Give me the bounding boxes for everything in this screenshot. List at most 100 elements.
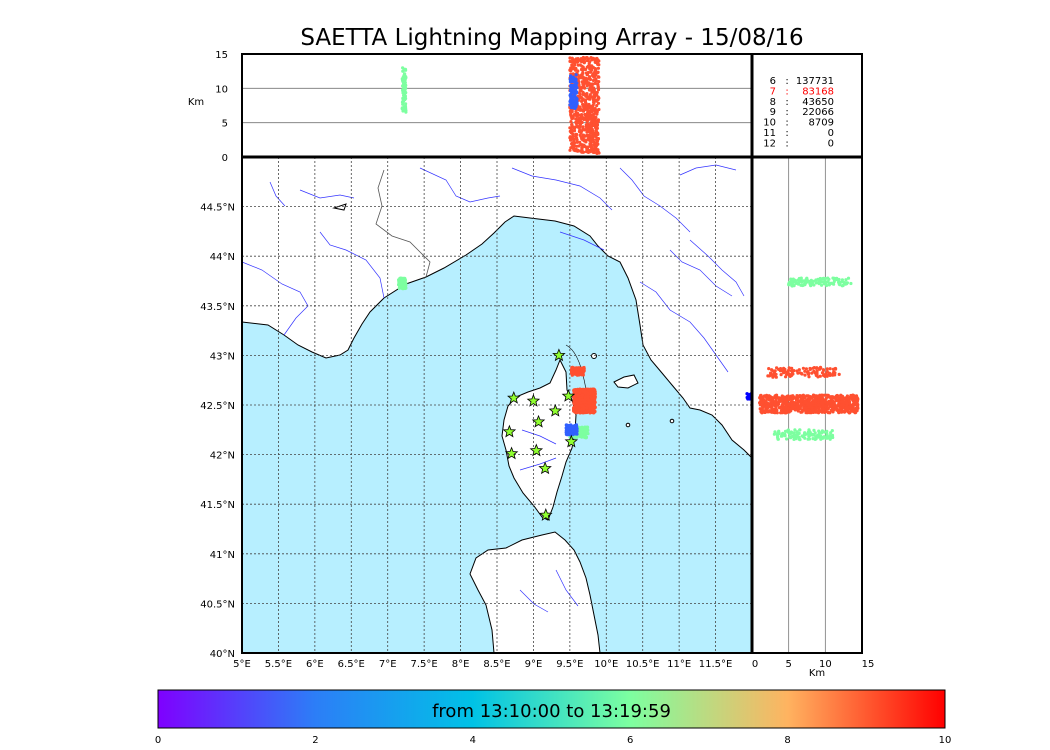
source-point bbox=[774, 375, 778, 379]
station-star-icon bbox=[507, 391, 521, 404]
source-point bbox=[580, 80, 584, 84]
source-point bbox=[799, 410, 803, 414]
source-point bbox=[815, 366, 819, 370]
latitude-tick-label: 43°N bbox=[210, 351, 235, 362]
source-point bbox=[802, 406, 806, 410]
source-point bbox=[591, 97, 596, 102]
station-count-row: 11: 0 bbox=[763, 128, 834, 139]
source-point bbox=[585, 387, 589, 391]
source-point bbox=[852, 395, 857, 399]
source-point bbox=[819, 437, 823, 441]
source-point bbox=[830, 429, 834, 433]
source-point bbox=[569, 74, 573, 78]
source-point bbox=[579, 58, 583, 62]
source-count: 22066 bbox=[802, 107, 834, 118]
source-count: 137731 bbox=[796, 76, 834, 87]
source-point bbox=[401, 107, 405, 111]
source-point bbox=[570, 136, 574, 140]
source-point bbox=[833, 367, 838, 371]
longitude-tick-label: 11.5°E bbox=[699, 659, 733, 670]
altitude-longitude-points bbox=[400, 55, 601, 155]
source-point bbox=[572, 94, 576, 98]
station-count-row: 9: 22066 bbox=[770, 107, 834, 118]
colorbar bbox=[157, 689, 946, 729]
source-point bbox=[789, 409, 793, 413]
source-point bbox=[580, 150, 584, 154]
altitude-latitude-cluster bbox=[787, 276, 853, 288]
source-point bbox=[597, 107, 601, 112]
station-star-icon bbox=[502, 424, 517, 438]
longitude-tick-labels: 5°E 5.5°E 6°E 6.5°E 7°E 7.5°E 8°E 8.5°E 9°E 9.5°E… bbox=[233, 659, 732, 670]
source-point bbox=[798, 394, 802, 398]
national-border bbox=[375, 169, 431, 278]
longitude-tick-label: 11°E bbox=[667, 659, 691, 670]
source-point bbox=[830, 433, 835, 437]
source-point bbox=[818, 366, 822, 370]
station-star-icon bbox=[552, 348, 566, 362]
source-point bbox=[851, 407, 855, 411]
source-point bbox=[846, 276, 851, 280]
source-point bbox=[747, 395, 751, 399]
source-point bbox=[401, 285, 405, 289]
source-point bbox=[771, 369, 775, 373]
source-point bbox=[779, 373, 783, 377]
latitude-altitude-panel: 0 5 10 15 Km bbox=[752, 157, 874, 679]
station-number: 11 bbox=[763, 128, 776, 139]
source-point bbox=[569, 110, 573, 114]
source-point bbox=[576, 402, 580, 406]
station-star-icon bbox=[561, 388, 576, 402]
source-point bbox=[582, 138, 586, 142]
source-point bbox=[593, 409, 597, 414]
source-point bbox=[580, 372, 584, 377]
source-point bbox=[576, 63, 580, 67]
source-point bbox=[804, 367, 809, 371]
source-point bbox=[799, 371, 804, 376]
source-point bbox=[842, 410, 847, 414]
latitude-tick-label: 41°N bbox=[210, 550, 235, 561]
station-number: 10 bbox=[763, 118, 776, 129]
source-point bbox=[401, 98, 405, 102]
source-point bbox=[849, 396, 853, 400]
colorbar-tick-label: 10 bbox=[939, 735, 952, 746]
source-point bbox=[402, 93, 406, 98]
source-point bbox=[833, 373, 837, 377]
source-point bbox=[573, 88, 578, 92]
source-point bbox=[815, 409, 819, 413]
station-count-row: 12: 0 bbox=[763, 138, 834, 149]
source-point bbox=[806, 432, 810, 436]
source-point bbox=[787, 373, 792, 377]
altitude-longitude-panel: 0 5 10 15 Km bbox=[188, 50, 752, 164]
source-point bbox=[762, 399, 766, 403]
source-point bbox=[832, 282, 836, 286]
source-point bbox=[576, 394, 581, 398]
source-point bbox=[586, 116, 590, 120]
source-point bbox=[591, 78, 596, 83]
source-point bbox=[401, 80, 405, 84]
station-star-icon bbox=[504, 446, 519, 460]
station-count-row: 10: 8709 bbox=[763, 118, 834, 129]
source-point bbox=[806, 402, 810, 406]
source-point bbox=[832, 396, 836, 400]
sardinia-island bbox=[469, 531, 601, 653]
source-point bbox=[588, 86, 592, 90]
source-point bbox=[576, 57, 580, 61]
colorbar-tick-labels: 0 2 4 6 8 10 bbox=[155, 735, 952, 746]
colorbar-tick-label: 2 bbox=[312, 735, 318, 746]
source-point bbox=[775, 408, 779, 412]
altitude-tick-label: 0 bbox=[222, 153, 228, 164]
source-point bbox=[805, 276, 809, 280]
source-point bbox=[583, 105, 587, 109]
colorbar-tick-label: 4 bbox=[470, 735, 476, 746]
lma-stations bbox=[502, 348, 579, 521]
colorbar-tick-label: 0 bbox=[155, 735, 161, 746]
source-point bbox=[577, 370, 581, 374]
source-point bbox=[591, 388, 595, 392]
longitude-tick-label: 6°E bbox=[306, 659, 324, 670]
source-point bbox=[817, 430, 822, 434]
source-point bbox=[810, 371, 814, 375]
source-point bbox=[760, 411, 764, 415]
source-point bbox=[591, 404, 595, 408]
source-point bbox=[575, 86, 579, 90]
source-point bbox=[820, 371, 825, 375]
source-point bbox=[403, 67, 408, 71]
